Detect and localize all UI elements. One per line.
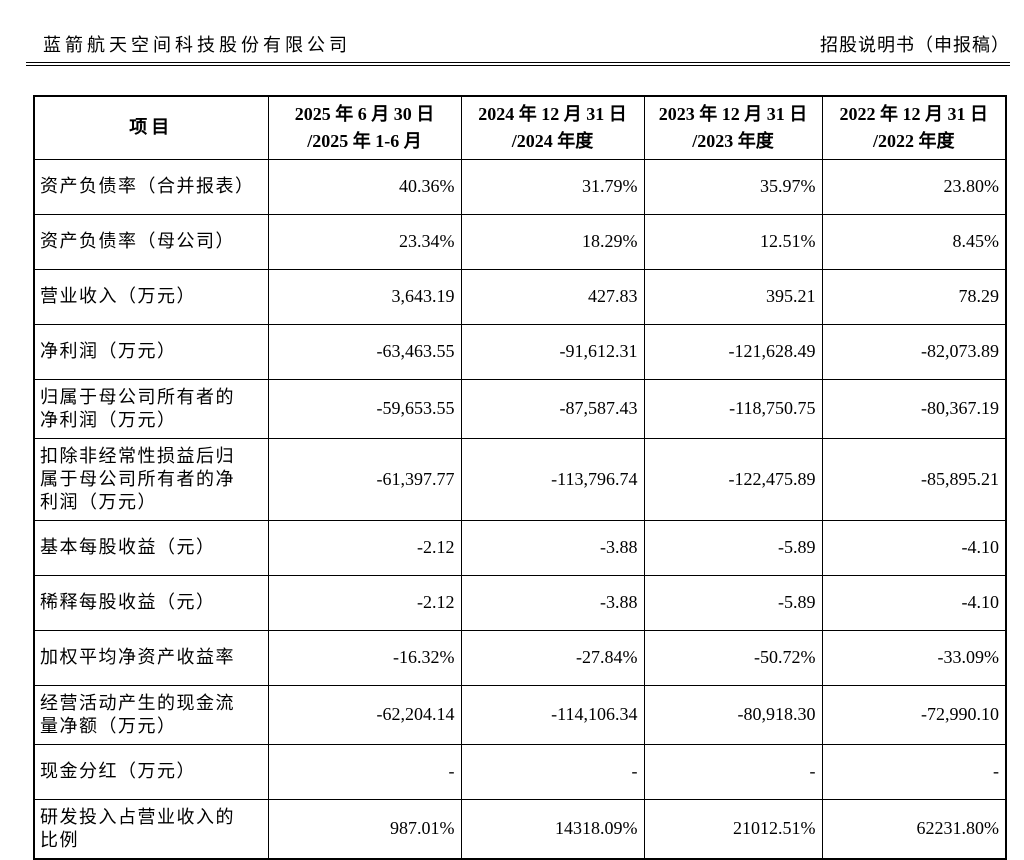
table-row: 加权平均净资产收益率 -16.32% -27.84% -50.72% -33.0… [33,629,1007,686]
row-label: 资产负债率（合并报表） [33,158,269,215]
value-cell: 427.83 [460,268,645,325]
value-cell: 14318.09% [460,798,645,859]
value-cell: 40.36% [267,158,462,215]
value-cell: -82,073.89 [821,323,1007,380]
value-cell: -16.32% [267,629,462,686]
value-cell: -122,475.89 [643,437,823,521]
table-row: 经营活动产生的现金流 量净额（万元） -62,204.14 -114,106.3… [33,684,1007,745]
value-cell: -62,204.14 [267,684,462,745]
table-row: 稀释每股收益（元） -2.12 -3.88 -5.89 -4.10 [33,574,1007,631]
value-cell: -59,653.55 [267,378,462,439]
value-cell: 18.29% [460,213,645,270]
row-label: 现金分红（万元） [33,743,269,800]
value-cell: 35.97% [643,158,823,215]
value-cell: -3.88 [460,519,645,576]
table-row: 营业收入（万元） 3,643.19 427.83 395.21 78.29 [33,268,1007,325]
value-cell: -5.89 [643,519,823,576]
value-cell: - [821,743,1007,800]
value-cell: -85,895.21 [821,437,1007,521]
table-row: 净利润（万元） -63,463.55 -91,612.31 -121,628.4… [33,323,1007,380]
row-label: 基本每股收益（元） [33,519,269,576]
value-cell: 3,643.19 [267,268,462,325]
value-cell: -2.12 [267,574,462,631]
value-cell: -121,628.49 [643,323,823,380]
value-cell: -33.09% [821,629,1007,686]
table-row: 归属于母公司所有者的 净利润（万元） -59,653.55 -87,587.43… [33,378,1007,439]
value-cell: 78.29 [821,268,1007,325]
value-cell: -27.84% [460,629,645,686]
value-cell: 21012.51% [643,798,823,859]
header-period-2022: 2022 年 12 月 31 日 /2022 年度 [821,95,1007,160]
table-row: 基本每股收益（元） -2.12 -3.88 -5.89 -4.10 [33,519,1007,576]
prospectus-page: 蓝箭航天空间科技股份有限公司 招股说明书（申报稿） 项目 2025 年 6 月 … [26,33,1010,860]
row-label: 稀释每股收益（元） [33,574,269,631]
value-cell: 12.51% [643,213,823,270]
value-cell: -2.12 [267,519,462,576]
value-cell: -5.89 [643,574,823,631]
row-label: 研发投入占营业收入的 比例 [33,798,269,859]
value-cell: -72,990.10 [821,684,1007,745]
header-period-2023: 2023 年 12 月 31 日 /2023 年度 [643,95,823,160]
value-cell: 23.34% [267,213,462,270]
value-cell: -114,106.34 [460,684,645,745]
value-cell: -80,367.19 [821,378,1007,439]
financial-summary-table: 项目 2025 年 6 月 30 日 /2025 年 1-6 月 2024 年 … [33,95,1007,860]
header-period-2025: 2025 年 6 月 30 日 /2025 年 1-6 月 [267,95,462,160]
value-cell: 395.21 [643,268,823,325]
value-cell: -87,587.43 [460,378,645,439]
row-label: 扣除非经常性损益后归 属于母公司所有者的净 利润（万元） [33,437,269,521]
header-double-rule [26,62,1010,66]
company-name: 蓝箭航天空间科技股份有限公司 [43,35,351,55]
row-label: 经营活动产生的现金流 量净额（万元） [33,684,269,745]
row-label: 净利润（万元） [33,323,269,380]
value-cell: -80,918.30 [643,684,823,745]
value-cell: 31.79% [460,158,645,215]
value-cell: -63,463.55 [267,323,462,380]
document-title: 招股说明书（申报稿） [820,35,1010,55]
value-cell: 62231.80% [821,798,1007,859]
value-cell: 8.45% [821,213,1007,270]
value-cell: -3.88 [460,574,645,631]
value-cell: - [643,743,823,800]
value-cell: -118,750.75 [643,378,823,439]
header-period-2024: 2024 年 12 月 31 日 /2024 年度 [460,95,645,160]
value-cell: -4.10 [821,519,1007,576]
table-row: 资产负债率（母公司） 23.34% 18.29% 12.51% 8.45% [33,213,1007,270]
row-label: 营业收入（万元） [33,268,269,325]
value-cell: -91,612.31 [460,323,645,380]
value-cell: 23.80% [821,158,1007,215]
table-row: 研发投入占营业收入的 比例 987.01% 14318.09% 21012.51… [33,798,1007,859]
row-label: 资产负债率（母公司） [33,213,269,270]
value-cell: -50.72% [643,629,823,686]
header-item: 项目 [33,95,269,160]
running-head: 蓝箭航天空间科技股份有限公司 招股说明书（申报稿） [43,33,1010,57]
table-row: 现金分红（万元） - - - - [33,743,1007,800]
value-cell: -113,796.74 [460,437,645,521]
table-row: 扣除非经常性损益后归 属于母公司所有者的净 利润（万元） -61,397.77 … [33,437,1007,521]
row-label: 加权平均净资产收益率 [33,629,269,686]
row-label: 归属于母公司所有者的 净利润（万元） [33,378,269,439]
table-header-row: 项目 2025 年 6 月 30 日 /2025 年 1-6 月 2024 年 … [33,95,1007,160]
value-cell: - [460,743,645,800]
value-cell: - [267,743,462,800]
value-cell: 987.01% [267,798,462,859]
value-cell: -4.10 [821,574,1007,631]
table-row: 资产负债率（合并报表） 40.36% 31.79% 35.97% 23.80% [33,158,1007,215]
value-cell: -61,397.77 [267,437,462,521]
